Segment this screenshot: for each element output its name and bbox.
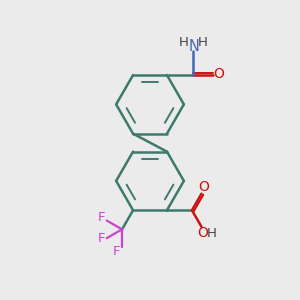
Text: H: H: [179, 36, 189, 49]
Text: F: F: [113, 245, 121, 258]
Text: O: O: [198, 180, 209, 194]
Text: N: N: [188, 39, 199, 54]
Text: O: O: [214, 68, 224, 81]
Text: F: F: [98, 211, 105, 224]
Text: H: H: [207, 227, 217, 240]
Text: H: H: [198, 36, 208, 49]
Text: O: O: [197, 226, 208, 240]
Text: F: F: [98, 232, 105, 245]
